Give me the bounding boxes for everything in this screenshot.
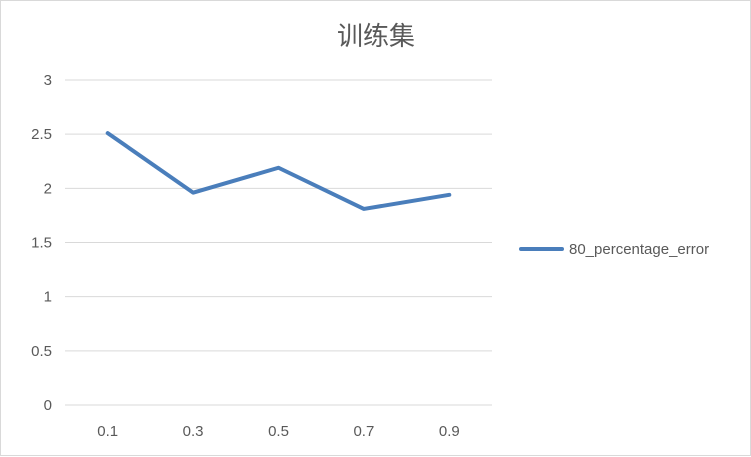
- series-line: [108, 133, 450, 209]
- x-tick-label: 0.5: [268, 423, 289, 440]
- y-tick-label: 2: [44, 180, 52, 197]
- y-tick-label: 0: [44, 397, 52, 414]
- x-tick-label: 0.3: [183, 423, 204, 440]
- y-tick-label: 3: [44, 72, 52, 89]
- y-tick-label: 1: [44, 289, 52, 306]
- x-axis-ticks: 0.1 0.3 0.5 0.7 0.9: [97, 423, 459, 440]
- y-tick-label: 1.5: [31, 235, 52, 252]
- y-tick-label: 0.5: [31, 343, 52, 360]
- x-tick-label: 0.9: [439, 423, 460, 440]
- series-lines: [108, 133, 450, 209]
- y-tick-label: 2.5: [31, 126, 52, 143]
- x-tick-label: 0.1: [97, 423, 118, 440]
- legend: 80_percentage_error: [521, 241, 709, 258]
- y-axis-ticks: 0 0.5 1 1.5 2 2.5 3: [31, 72, 52, 414]
- x-tick-label: 0.7: [353, 423, 374, 440]
- legend-label: 80_percentage_error: [569, 241, 709, 258]
- chart-title: 训练集: [337, 22, 415, 52]
- gridlines: [65, 80, 492, 405]
